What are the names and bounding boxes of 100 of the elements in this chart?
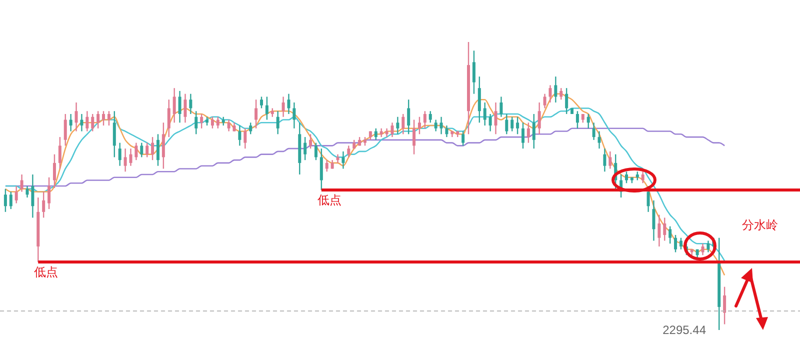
candlestick [576, 110, 579, 129]
candlestick [505, 113, 508, 135]
candlestick [42, 191, 46, 218]
candlestick [652, 200, 656, 242]
candlestick [526, 122, 530, 144]
candlestick [74, 102, 78, 132]
candlestick [624, 171, 628, 184]
candlestick [428, 110, 432, 124]
candlestick [80, 113, 84, 132]
candlestick [118, 142, 122, 166]
candlestick [58, 136, 62, 170]
candlestick [374, 128, 378, 141]
candlestick [538, 102, 541, 135]
candlestick [543, 93, 546, 109]
candlestick [347, 145, 350, 158]
candlestick [96, 110, 100, 129]
candlestick [112, 110, 116, 158]
candlestick [292, 102, 296, 129]
candlestick [210, 116, 214, 129]
candlestick [586, 113, 590, 129]
candlestick [462, 130, 465, 146]
candlestick [200, 113, 204, 129]
candlestick [674, 234, 678, 253]
candlestick [156, 134, 160, 166]
candlestick [129, 148, 132, 166]
candlestick [478, 76, 481, 124]
candlestick [407, 99, 410, 135]
candlestick [287, 93, 290, 115]
candlestick [663, 217, 666, 242]
candlestick [189, 93, 192, 115]
candlestick [560, 87, 563, 100]
candlestick [4, 188, 7, 213]
candlestick [548, 84, 552, 104]
candlestick [494, 102, 498, 135]
candlestick [244, 128, 247, 150]
candlestick [488, 113, 492, 132]
candlestick [31, 174, 34, 218]
candlestick [701, 243, 704, 256]
candlestick [521, 122, 524, 150]
candlestick [86, 110, 89, 132]
text: 分水岭 [742, 218, 778, 232]
candlestick [412, 119, 416, 155]
candlestick [162, 122, 165, 170]
candlestick [254, 99, 258, 129]
candlestick [423, 110, 426, 129]
candlestick [603, 148, 606, 172]
candlestick [184, 93, 187, 124]
candlestick [658, 214, 661, 248]
candlestick [472, 50, 476, 94]
candlestick [265, 96, 268, 120]
candlestick [249, 122, 252, 135]
candlestick [276, 110, 280, 135]
ref-line-label: 低点 [34, 265, 58, 280]
candlestick [167, 99, 170, 138]
candlestick [706, 240, 710, 253]
candlestick [146, 142, 149, 158]
candlestick [342, 150, 345, 170]
candlestick [304, 136, 307, 161]
candlestick [390, 122, 394, 138]
candlestick [314, 142, 318, 161]
candlestick [20, 174, 24, 192]
candlestick [483, 102, 486, 126]
candlestick [598, 130, 601, 150]
candlestick [554, 76, 558, 104]
candlestick [9, 191, 12, 210]
candlestick [309, 134, 312, 150]
candlestick [320, 148, 323, 191]
candlestick [723, 286, 726, 325]
candlestick [69, 113, 72, 132]
candlestick [216, 116, 220, 129]
candlestick [402, 113, 405, 135]
candlestick [641, 171, 644, 184]
candlestick [418, 116, 421, 135]
candlestick [140, 142, 144, 158]
candlestick [434, 119, 438, 132]
candlestick [440, 116, 443, 135]
candlestick [608, 150, 612, 170]
candlestick [510, 116, 514, 132]
candlestick [445, 124, 448, 138]
candlestick [238, 124, 242, 146]
candlestick [91, 113, 94, 132]
candlestick [194, 110, 198, 135]
candlestick [26, 185, 29, 198]
candlestick [325, 159, 328, 172]
candlestick [107, 110, 110, 126]
candlestick [565, 87, 568, 115]
candlestick [178, 90, 182, 124]
candlestick [516, 116, 520, 135]
candlestick [134, 142, 138, 161]
candlestick [102, 110, 106, 126]
candlestick [396, 116, 400, 135]
candlestick [52, 154, 56, 189]
candlestick [679, 237, 682, 250]
candlestick [282, 96, 285, 118]
candlestick [151, 136, 154, 161]
candlestick [592, 122, 596, 141]
candlestick [14, 185, 18, 204]
candlestick [64, 113, 67, 146]
candlestick [48, 176, 51, 210]
candlestick [532, 113, 536, 150]
